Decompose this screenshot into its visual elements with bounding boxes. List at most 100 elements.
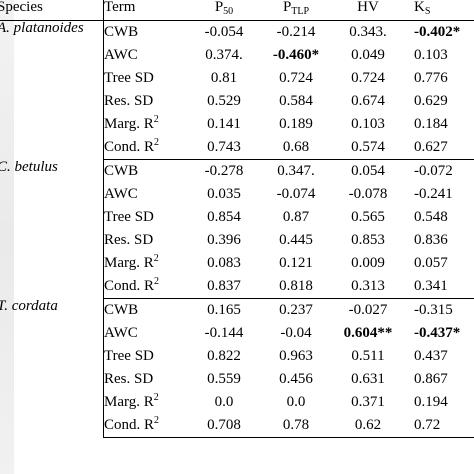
term-cell: Cond. R2 (103, 414, 188, 438)
value-ks: -0.241 (414, 186, 453, 202)
value-ptlp: 0.963 (279, 348, 313, 364)
value-hv: 0.371 (351, 394, 385, 410)
value-ptlp: 0.724 (279, 70, 313, 86)
table-row: Marg. R2 0.141 0.189 0.103 0.184 (0, 113, 474, 136)
value-ptlp: 0.189 (279, 116, 313, 132)
value-ptlp: 0.78 (260, 414, 332, 438)
term-cell: CWB (104, 24, 139, 40)
value-p50: 0.743 (188, 136, 260, 160)
table-row: Tree SD 0.822 0.963 0.511 0.437 (0, 345, 474, 368)
term-cell: Marg. R2 (104, 253, 159, 271)
value-ptlp: 0.237 (279, 302, 313, 318)
table-row: Marg. R2 0.0 0.0 0.371 0.194 (0, 391, 474, 414)
table-row: Cond. R2 0.708 0.78 0.62 0.72 (0, 414, 474, 438)
value-hv: 0.103 (351, 116, 385, 132)
value-hv: 0.674 (351, 93, 385, 109)
value-ks: 0.836 (414, 232, 448, 248)
value-p50: 0.708 (188, 414, 260, 438)
value-hv: 0.631 (351, 371, 385, 387)
value-p50: 0.374. (205, 47, 243, 63)
term-cell: CWB (104, 302, 139, 318)
value-ptlp: 0.87 (282, 209, 310, 225)
value-hv: 0.853 (351, 232, 385, 248)
table-row: C. betulus CWB -0.278 0.347. 0.054 -0.072 (0, 159, 474, 299)
value-ks: 0.867 (414, 371, 448, 387)
table-row: Tree SD 0.854 0.87 0.565 0.548 (0, 206, 474, 229)
table-row: A. platanoides CWB -0.054 -0.214 0.343. -0.40… (0, 20, 474, 160)
value-hv: 0.604** (343, 325, 393, 341)
value-ptlp: 0.121 (279, 255, 313, 271)
value-ptlp: 0.445 (279, 232, 313, 248)
table-row: Res. SD 0.559 0.456 0.631 0.867 (0, 368, 474, 391)
term-cell: Tree SD (104, 348, 154, 364)
table-row: AWC 0.035 -0.074 -0.078 -0.241 (0, 183, 474, 206)
value-hv: 0.511 (351, 348, 385, 364)
term-cell: Tree SD (104, 209, 154, 225)
value-hv: -0.027 (348, 302, 388, 318)
value-ptlp: 0.0 (286, 394, 306, 410)
value-hv: 0.054 (351, 163, 385, 179)
table-row: Res. SD 0.529 0.584 0.674 0.629 (0, 90, 474, 113)
header-species: Species (0, 0, 104, 21)
table-row: Marg. R2 0.083 0.121 0.009 0.057 (0, 252, 474, 275)
results-table: Species Term P50 PTLP HV KS A. platanoid… (0, 0, 474, 438)
value-ks: 0.057 (414, 255, 448, 271)
value-p50: 0.529 (207, 93, 241, 109)
table-row: AWC 0.374. -0.460* 0.049 0.103 (0, 44, 474, 67)
table-row: Tree SD 0.81 0.724 0.724 0.776 (0, 67, 474, 90)
value-ks: 0.627 (404, 136, 474, 160)
value-hv: 0.724 (351, 70, 385, 86)
value-hv: 0.565 (351, 209, 385, 225)
value-hv: 0.009 (351, 255, 385, 271)
value-ptlp: -0.074 (276, 186, 316, 202)
value-ks: -0.072 (414, 163, 453, 179)
value-ks: -0.437* (414, 325, 461, 341)
value-ks: 0.194 (414, 394, 448, 410)
value-p50: 0.0 (214, 394, 234, 410)
value-p50: 0.165 (207, 302, 241, 318)
value-p50: -0.278 (204, 163, 244, 179)
value-p50: 0.035 (207, 186, 241, 202)
value-p50: 0.837 (188, 275, 260, 299)
value-hv: -0.078 (348, 186, 388, 202)
value-ks: 0.776 (414, 70, 448, 86)
table-row: Cond. R2 0.837 0.818 0.313 0.341 (0, 275, 474, 299)
term-cell: Res. SD (104, 371, 154, 387)
value-ptlp: -0.460* (272, 47, 320, 63)
species-name: A. platanoides (0, 20, 104, 160)
value-ptlp: 0.584 (279, 93, 313, 109)
value-p50: 0.141 (207, 116, 241, 132)
value-p50: 0.854 (207, 209, 241, 225)
value-ptlp: 0.818 (260, 275, 332, 299)
value-ptlp: -0.04 (280, 325, 312, 341)
header-ptlp: PTLP (260, 0, 332, 21)
value-ks: 0.72 (404, 414, 474, 438)
value-ks: 0.437 (414, 348, 448, 364)
value-p50: 0.083 (207, 255, 241, 271)
header-p50: P50 (188, 0, 260, 21)
value-p50: 0.559 (207, 371, 241, 387)
value-p50: 0.81 (210, 70, 238, 86)
term-cell: Marg. R2 (104, 114, 159, 132)
value-ks: 0.103 (414, 47, 448, 63)
term-cell: Res. SD (104, 232, 154, 248)
term-cell: AWC (104, 47, 138, 63)
header-term: Term (103, 0, 188, 21)
header-hv: HV (332, 0, 404, 21)
table-row: T. cordata CWB 0.165 0.237 -0.027 -0.315 (0, 298, 474, 438)
species-name: C. betulus (0, 159, 104, 299)
value-ks: 0.548 (414, 209, 448, 225)
header-ks: KS (404, 0, 474, 21)
table-row: AWC -0.144 -0.04 0.604** -0.437* (0, 322, 474, 345)
term-cell: Tree SD (104, 70, 154, 86)
value-hv: 0.343. (349, 24, 387, 40)
value-hv: 0.049 (351, 47, 385, 63)
value-ptlp: 0.456 (279, 371, 313, 387)
value-ks: 0.341 (404, 275, 474, 299)
table-row: Cond. R2 0.743 0.68 0.574 0.627 (0, 136, 474, 160)
value-p50: 0.822 (207, 348, 241, 364)
term-cell: CWB (104, 163, 139, 179)
value-p50: -0.054 (204, 24, 244, 40)
term-cell: Res. SD (104, 93, 154, 109)
term-cell: Cond. R2 (103, 136, 188, 160)
